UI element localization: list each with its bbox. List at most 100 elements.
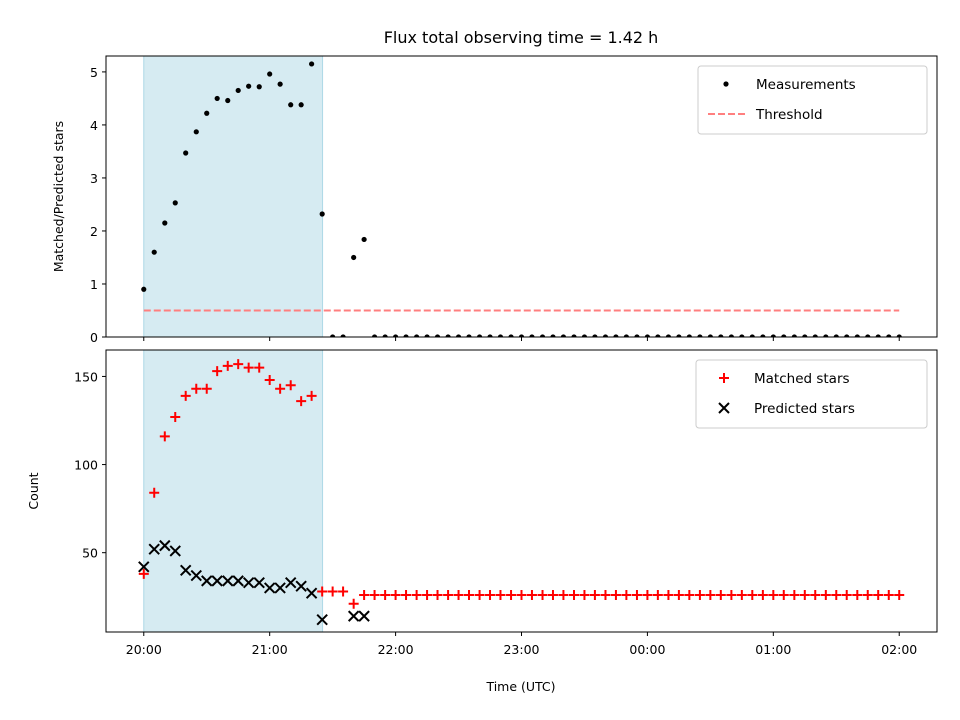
measurement-point [833,334,839,337]
measurement-point [225,97,231,104]
matched-star-point [600,589,611,600]
measurement-point [487,334,493,337]
measurement-point [497,334,504,337]
matched-star-point [327,586,338,597]
y-tick-label: 4 [90,118,98,133]
matched-star-point [359,589,370,600]
predicted-star-point [138,561,150,573]
matched-star-point [275,383,286,394]
measurement-point [844,334,850,337]
matched-star-point [401,589,412,600]
predicted-star-point [316,613,328,626]
matched-star-point [506,589,517,600]
measurement-point [424,334,430,337]
y-axis-label: Matched/Predicted stars [51,121,66,272]
measurement-point [602,334,609,337]
predicted-star-point [358,610,370,622]
measurement-point [162,220,168,226]
predicted-star-point [179,564,192,577]
matched-star-point [390,589,401,600]
legend-marker [718,402,730,414]
matched-star-point [715,589,726,600]
x-tick-label: 01:00 [755,642,791,657]
matched-star-point [621,589,632,600]
matched-star-point [778,589,789,600]
matched-star-point [526,589,537,600]
matched-star-point [642,589,653,600]
matched-star-point [138,568,149,579]
measurement-point [886,334,892,337]
measurement-point [686,334,692,337]
y-tick-label: 100 [74,458,98,473]
measurement-point [193,129,199,135]
matched-star-point [222,360,233,371]
matched-star-point [296,396,307,407]
predicted-star-point [253,576,265,589]
measurement-point [896,334,902,337]
measurement-point [172,200,178,206]
matched-star-point [537,589,548,600]
matched-star-point [432,589,443,600]
measurement-point [298,102,304,108]
matched-star-point [317,586,328,597]
legend-marker [723,81,729,87]
measurement-point [655,334,661,337]
measurement-point [802,334,808,337]
matched-star-point [285,380,296,391]
matched-star-point [789,589,800,600]
predicted-star-point [274,582,286,594]
measurement-point [875,334,881,337]
legend-box [697,65,928,135]
matched-star-point [338,586,349,597]
matched-star-point [369,589,380,600]
measurement-point [865,334,871,337]
measurement-point [707,334,713,337]
plot-area [141,61,902,337]
matched-star-point [873,589,884,600]
predicted-star-point [285,576,297,589]
predicted-star-point [263,582,276,594]
measurement-point [455,334,462,337]
matched-star-point [474,589,485,600]
matched-star-point [443,589,454,600]
matched-star-point [768,589,779,600]
matched-star-point [170,411,181,422]
matched-star-point [264,374,275,385]
predicted-star-point [305,587,318,599]
measurement-point [445,334,451,337]
measurement-point [529,334,535,337]
x-tick-label: 20:00 [126,642,162,657]
predicted-star-point [222,575,234,587]
measurement-point [760,334,766,337]
x-tick-label: 23:00 [503,642,539,657]
measurement-point [434,334,441,337]
matched-star-point [212,366,223,377]
top-panel: 0 1 2 3 4 5 Matched/Predicted stars Measurement… [51,55,938,345]
measurement-point [151,249,157,255]
measurement-point [697,334,703,337]
measurement-point [823,334,829,337]
measurement-point [739,334,745,337]
matched-star-point [485,589,496,600]
measurement-point [319,211,325,217]
measurement-point [392,334,399,337]
matched-star-point [547,589,558,600]
matched-star-point [422,589,433,600]
x-axis-label: Time (UTC) [485,679,555,694]
measurement-point [330,334,336,337]
measurement-point [351,254,357,261]
measurement-point [235,87,241,94]
matched-star-point [495,589,506,600]
x-tick-label: 21:00 [252,642,288,657]
matched-star-point [463,589,474,600]
predicted-star-point [232,575,244,587]
predicted-star-point [190,569,202,582]
measurement-point [382,334,388,337]
y-tick-label: 5 [90,65,98,80]
measurement-point [466,334,472,337]
matched-star-point [180,390,191,401]
matched-star-point [348,598,359,609]
y-tick-label: 2 [90,224,98,239]
measurement-point [634,334,640,337]
